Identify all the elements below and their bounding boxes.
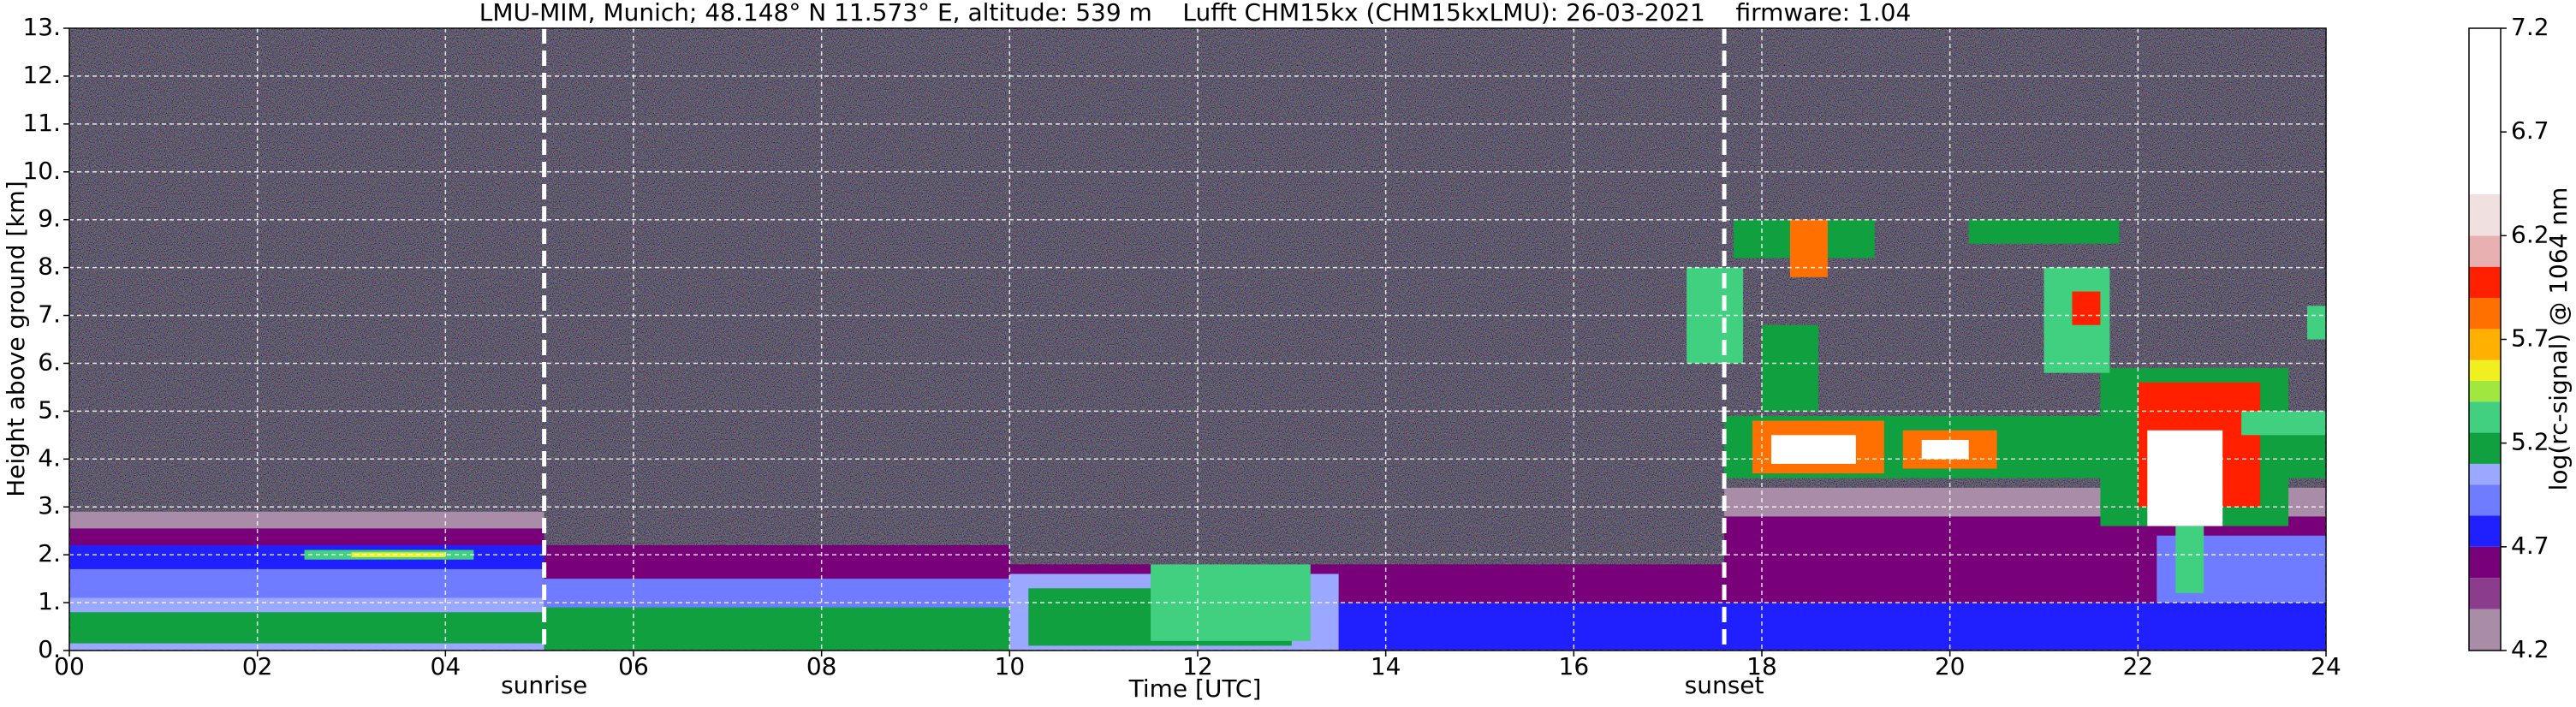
x-tick-label: 00 bbox=[54, 652, 85, 680]
colorbar-segment bbox=[2469, 432, 2501, 464]
overlay: 00 02 04 06 08 10 12 14 16 18 20 22 24 0. 1. 2. 3. 4. 5. 6.… bbox=[22, 13, 2549, 699]
colorbar-segment bbox=[2469, 298, 2501, 330]
colorbar-segment bbox=[2469, 235, 2501, 267]
heat-cell bbox=[69, 612, 544, 644]
heat-cell bbox=[1724, 603, 2326, 651]
heat-cell bbox=[2307, 306, 2326, 340]
colorbar-tick-label: 5.2 bbox=[2511, 428, 2549, 456]
heat-cell bbox=[2072, 291, 2101, 325]
heat-cell bbox=[1151, 564, 1311, 641]
colorbar-segment bbox=[2469, 401, 2501, 433]
colorbar-segment bbox=[2469, 578, 2501, 609]
colorbar-tick-label: 7.2 bbox=[2511, 13, 2549, 41]
plot-frame bbox=[68, 27, 2327, 651]
heat-cell bbox=[1338, 603, 1725, 651]
colorbar-tick-label: 4.2 bbox=[2511, 635, 2549, 663]
colorbar-segment bbox=[2469, 380, 2501, 402]
y-tick-label: 10. bbox=[22, 157, 61, 185]
colorbar-segment bbox=[2469, 266, 2501, 299]
x-tick-label: 02 bbox=[242, 652, 273, 680]
y-tick-label: 3. bbox=[38, 491, 61, 520]
y-tick-label: 1. bbox=[38, 587, 61, 615]
y-tick-label: 4. bbox=[38, 443, 61, 472]
event-label: sunrise bbox=[501, 671, 587, 699]
heat-cell bbox=[1921, 439, 1969, 460]
x-tick-label: 18 bbox=[1746, 652, 1777, 680]
colorbar-segment bbox=[2469, 484, 2501, 516]
y-tick-label: 13. bbox=[22, 13, 61, 41]
y-axis-label: Height above ground [km] bbox=[2, 181, 30, 497]
colorbar-segment bbox=[2469, 28, 2501, 194]
y-tick-label: 9. bbox=[38, 205, 61, 233]
y-tick-label: 7. bbox=[38, 300, 61, 329]
heat-cell bbox=[2241, 411, 2326, 436]
heat-cell bbox=[1762, 324, 1818, 412]
y-tick-label: 8. bbox=[38, 253, 61, 281]
colorbar-tick-label: 6.2 bbox=[2511, 220, 2549, 248]
colorbar-tick-label: 4.7 bbox=[2511, 532, 2549, 560]
colorbar-segment bbox=[2469, 515, 2501, 547]
y-tick-label: 2. bbox=[38, 539, 61, 567]
x-axis-label: Time [UTC] bbox=[1128, 674, 1262, 703]
x-tick-label: 06 bbox=[618, 652, 649, 680]
colorbar-segment bbox=[2469, 609, 2501, 651]
heat-cell bbox=[351, 552, 446, 557]
chart-title: LMU-MIM, Munich; 48.148° N 11.573° E, al… bbox=[479, 0, 1912, 27]
colorbar-segment bbox=[2469, 359, 2501, 381]
y-tick-label: 11. bbox=[22, 109, 61, 137]
heat-cell bbox=[544, 607, 1010, 651]
x-tick-label: 04 bbox=[431, 652, 461, 680]
colorbar-segment bbox=[2469, 546, 2501, 579]
x-tick-label: 12 bbox=[1182, 652, 1213, 680]
x-tick-label: 20 bbox=[1935, 652, 1966, 680]
event-label: sunset bbox=[1685, 671, 1764, 699]
heat-cell bbox=[2175, 526, 2204, 593]
colorbar-tick-label: 6.7 bbox=[2511, 116, 2549, 145]
y-tick-label: 12. bbox=[22, 61, 61, 89]
x-tick-label: 24 bbox=[2311, 652, 2341, 680]
heatmap bbox=[69, 219, 2326, 651]
colorbar-segment bbox=[2469, 193, 2501, 236]
colorbar-label: log(rc-signal) @ 1064 nm bbox=[2544, 187, 2573, 491]
y-tick-label: 0. bbox=[38, 635, 61, 663]
x-tick-label: 16 bbox=[1559, 652, 1590, 680]
x-tick-label: 10 bbox=[995, 652, 1026, 680]
colorbar-segment bbox=[2469, 463, 2501, 485]
y-tick-label: 6. bbox=[38, 348, 61, 376]
colorbar-segment bbox=[2469, 329, 2501, 360]
heat-cell bbox=[1968, 219, 2120, 244]
x-tick-label: 08 bbox=[806, 652, 837, 680]
colorbar-tick-label: 5.7 bbox=[2511, 324, 2549, 353]
heat-cell bbox=[2147, 430, 2223, 526]
y-tick-label: 5. bbox=[38, 395, 61, 424]
x-tick-label: 22 bbox=[2123, 652, 2154, 680]
heat-cell bbox=[1789, 219, 1828, 277]
x-tick-label: 14 bbox=[1371, 652, 1401, 680]
